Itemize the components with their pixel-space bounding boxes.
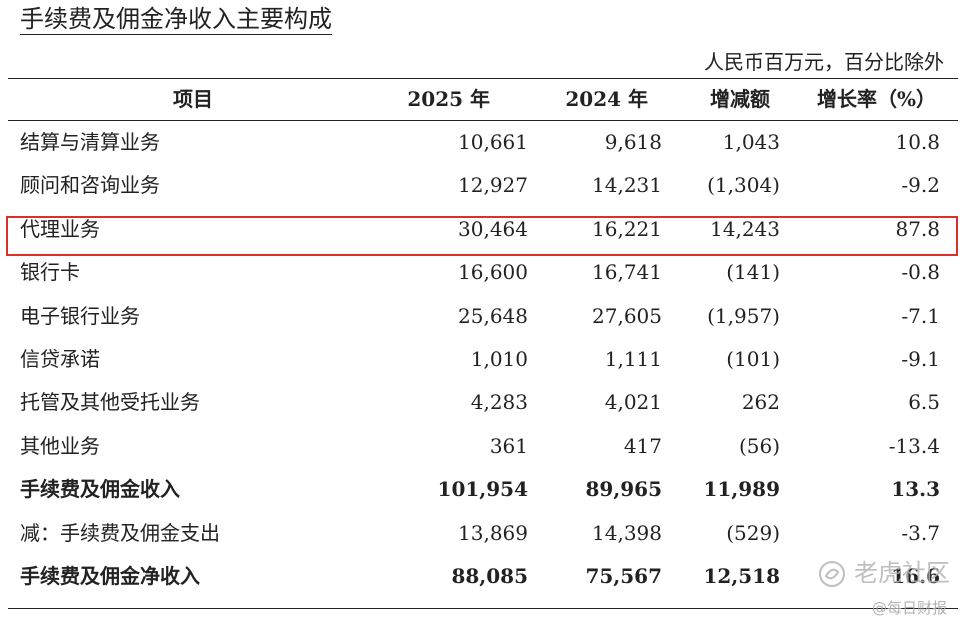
table-row: 其他业务 361 417 (56) -13.4: [8, 425, 958, 467]
row-label: 手续费及佣金收入: [20, 477, 180, 502]
highlight-box: [6, 216, 958, 256]
cell-change: (1,957): [707, 303, 780, 328]
row-label: 代理业务: [20, 216, 100, 241]
cell-2024: 16,221: [592, 216, 662, 241]
tiger-community-logo-icon: [819, 561, 845, 587]
row-label: 托管及其他受托业务: [20, 390, 200, 415]
cell-change: 262: [741, 390, 780, 415]
cell-2025: 16,600: [458, 260, 528, 285]
cell-rate: 87.8: [895, 216, 940, 241]
cell-2025: 101,954: [437, 477, 528, 502]
cell-change: (101): [726, 347, 780, 371]
table-row: 顾问和咨询业务 12,927 14,231 (1,304) -9.2: [8, 164, 958, 206]
cell-rate: -13.4: [888, 433, 940, 458]
page-title: 手续费及佣金净收入主要构成: [20, 5, 332, 35]
cell-rate: -0.8: [901, 260, 940, 285]
cell-2024: 27,605: [592, 303, 662, 328]
cell-change: (141): [726, 260, 780, 285]
cell-rate: -7.1: [901, 303, 940, 328]
cell-change: (56): [738, 433, 780, 458]
cell-2025: 4,283: [470, 390, 528, 415]
row-label: 手续费及佣金净收入: [20, 564, 200, 588]
table-row-highlighted: 代理业务 30,464 16,221 14,243 87.8: [8, 208, 958, 250]
table-top-rule: [8, 78, 958, 79]
table-header-rule: [8, 120, 958, 121]
row-label: 银行卡: [20, 260, 80, 285]
cell-2025: 25,648: [458, 303, 528, 328]
row-label: 减：手续费及佣金支出: [20, 520, 220, 545]
cell-2025: 361: [489, 433, 528, 458]
cell-2025: 30,464: [458, 216, 528, 241]
cell-rate: -9.1: [901, 347, 940, 371]
cell-2025: 10,661: [458, 130, 528, 154]
header-2024: 2024 年: [565, 87, 648, 111]
cell-2025: 1,010: [470, 347, 528, 371]
cell-2024: 417: [623, 433, 662, 458]
table-row: 手续费及佣金净收入 88,085 75,567 12,518 16.6: [8, 555, 958, 597]
watermark-main: 老虎社区: [854, 559, 950, 587]
cell-rate: -3.7: [901, 520, 940, 545]
table-row: 减：手续费及佣金支出 13,869 14,398 (529) -3.7: [8, 512, 958, 554]
table-row: 电子银行业务 25,648 27,605 (1,957) -7.1: [8, 295, 958, 337]
cell-rate: 13.3: [891, 477, 940, 502]
cell-2025: 12,927: [458, 173, 528, 198]
cell-2024: 9,618: [604, 130, 662, 154]
row-label: 信贷承诺: [20, 347, 100, 371]
cell-2024: 1,111: [604, 347, 662, 371]
cell-change: (529): [726, 520, 780, 545]
table-bottom-rule: [8, 608, 958, 609]
cell-2024: 16,741: [592, 260, 662, 285]
watermark-sub: @每日财报: [872, 599, 948, 617]
cell-change: (1,304): [707, 173, 780, 198]
row-label: 电子银行业务: [20, 303, 140, 328]
unit-note: 人民币百万元，百分比除外: [704, 50, 944, 74]
table-row: 银行卡 16,600 16,741 (141) -0.8: [8, 251, 958, 293]
header-item: 项目: [173, 87, 213, 111]
cell-rate: -9.2: [901, 173, 940, 198]
cell-rate: 16.6: [891, 564, 940, 588]
table-row: 托管及其他受托业务 4,283 4,021 262 6.5: [8, 381, 958, 423]
row-label: 结算与清算业务: [20, 130, 160, 154]
row-label: 顾问和咨询业务: [20, 173, 160, 198]
cell-2024: 75,567: [585, 564, 662, 588]
cell-rate: 6.5: [908, 390, 940, 415]
cell-change: 12,518: [703, 564, 780, 588]
cell-2024: 4,021: [604, 390, 662, 415]
table-row: 信贷承诺 1,010 1,111 (101) -9.1: [8, 338, 958, 380]
cell-2025: 13,869: [458, 520, 528, 545]
header-2025: 2025 年: [407, 87, 490, 111]
header-change: 增减额: [710, 87, 770, 111]
header-rate: 增长率（%）: [816, 87, 936, 111]
cell-change: 11,989: [703, 477, 780, 502]
cell-rate: 10.8: [895, 130, 940, 154]
cell-2024: 89,965: [585, 477, 662, 502]
row-label: 其他业务: [20, 433, 100, 458]
cell-2024: 14,231: [592, 173, 662, 198]
cell-2024: 14,398: [592, 520, 662, 545]
cell-2025: 88,085: [451, 564, 528, 588]
table-row: 手续费及佣金收入 101,954 89,965 11,989 13.3: [8, 468, 958, 510]
table-header-row: 项目 2025 年 2024 年 增减额 增长率（%）: [8, 78, 958, 120]
cell-change: 14,243: [710, 216, 780, 241]
cell-change: 1,043: [722, 130, 780, 154]
table-row: 结算与清算业务 10,661 9,618 1,043 10.8: [8, 121, 958, 163]
